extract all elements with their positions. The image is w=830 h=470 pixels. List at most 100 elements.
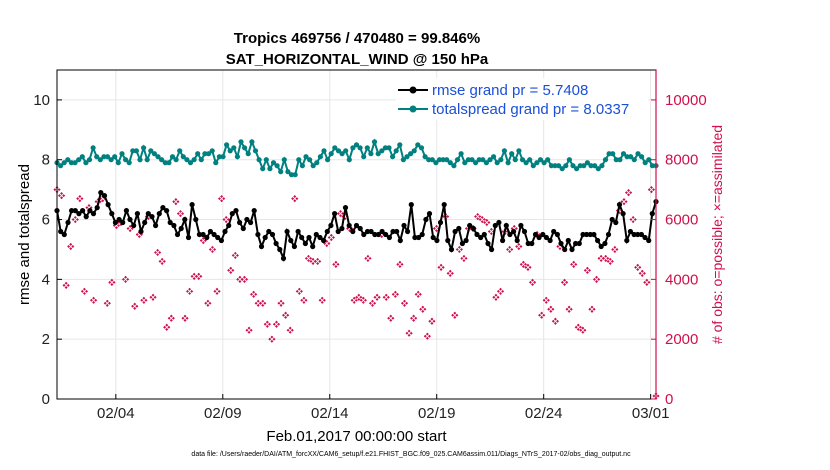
x-axis-label: Feb.01,2017 00:00:00 start: [266, 428, 447, 445]
totalspread-point: [386, 145, 392, 151]
rmse-point: [145, 211, 151, 217]
rmse-point: [573, 240, 579, 247]
obs-assimilated-marker: [260, 300, 266, 306]
rmse-point: [182, 216, 188, 223]
obs-assimilated-marker: [205, 300, 211, 306]
rmse-point: [518, 222, 524, 229]
rmse-point: [313, 231, 319, 238]
obs-assimilated-marker: [241, 276, 247, 282]
rmse-point: [565, 237, 571, 244]
rmse-point: [211, 231, 217, 238]
data-file-footer: data file: /Users/raeder/DAI/ATM_forcXX/…: [191, 451, 631, 458]
totalspread-point: [245, 151, 251, 157]
totalspread-point: [79, 154, 85, 160]
legend-box: [396, 78, 648, 120]
obs-assimilated-marker: [191, 273, 197, 279]
rmse-point: [244, 216, 250, 223]
totalspread-point: [94, 154, 100, 160]
totalspread-point: [202, 151, 208, 157]
rmse-point: [58, 228, 64, 235]
totalspread-point: [123, 157, 129, 163]
rmse-point: [569, 246, 575, 253]
rmse-point: [123, 208, 129, 214]
obs-assimilated-marker: [177, 211, 183, 217]
rmse-point: [258, 243, 265, 250]
y-tick-label: 10: [33, 92, 50, 109]
rmse-point: [291, 243, 297, 250]
totalspread-point: [559, 166, 565, 172]
totalspread-point: [556, 163, 562, 169]
totalspread-point: [480, 157, 486, 163]
totalspread-point: [343, 148, 349, 154]
rmse-point: [605, 231, 612, 238]
rmse-point: [83, 214, 89, 220]
rmse-point: [609, 216, 615, 223]
obs-assimilated-marker: [196, 273, 202, 279]
obs-assimilated-marker: [182, 315, 188, 321]
rmse-point: [598, 243, 604, 250]
totalspread-point: [379, 148, 385, 154]
totalspread-point: [350, 145, 356, 151]
totalspread-point: [292, 172, 298, 178]
x-tick-label: 02/19: [418, 405, 456, 422]
totalspread-point: [415, 142, 421, 148]
obs-assimilated-marker: [539, 312, 545, 318]
totalspread-point: [375, 151, 381, 157]
rmse-point: [299, 234, 305, 241]
rmse-point: [489, 246, 495, 253]
rmse-point: [116, 216, 122, 223]
rmse-point: [500, 237, 506, 244]
totalspread-point: [213, 160, 219, 166]
rmse-point: [412, 234, 418, 241]
totalspread-point: [115, 160, 121, 166]
totalspread-point: [444, 157, 450, 163]
totalspread-point: [617, 157, 623, 163]
totalspread-point: [592, 163, 598, 169]
totalspread-point: [537, 157, 544, 163]
rmse-point: [185, 234, 192, 241]
obs-assimilated-marker: [424, 333, 430, 339]
rmse-point: [416, 234, 422, 241]
rmse-point: [547, 237, 553, 244]
obs-assimilated-marker: [315, 258, 321, 264]
totalspread-point: [76, 157, 82, 163]
obs-assimilated-marker: [411, 315, 417, 321]
obs-assimilated-marker: [589, 306, 595, 312]
totalspread-point: [328, 151, 334, 157]
rmse-point: [595, 237, 601, 244]
totalspread-point: [90, 145, 96, 151]
rmse-point: [138, 228, 144, 235]
rmse-point: [324, 228, 330, 235]
rmse-point: [627, 228, 634, 235]
rmse-point: [156, 211, 162, 217]
rmse-point: [204, 234, 210, 241]
totalspread-point: [454, 157, 461, 163]
obs-assimilated-marker: [456, 246, 462, 252]
rmse-point: [255, 231, 261, 238]
totalspread-point: [642, 160, 648, 166]
totalspread-point: [552, 163, 558, 169]
rmse-point: [76, 211, 82, 217]
rmse-point: [94, 205, 100, 211]
obs-assimilated-marker: [461, 255, 467, 261]
totalspread-point: [588, 163, 594, 169]
obs-assimilated-marker: [644, 279, 650, 285]
obs-assimilated-marker: [68, 243, 74, 249]
rmse-point: [532, 231, 539, 238]
obs-assimilated-marker: [447, 270, 453, 276]
rmse-point: [269, 231, 276, 238]
totalspread-point: [335, 148, 342, 154]
obs-assimilated-marker: [365, 255, 371, 261]
totalspread-point: [159, 157, 165, 163]
rmse-point: [160, 205, 166, 211]
obs-assimilated-marker: [498, 288, 504, 294]
rmse-point: [481, 231, 487, 238]
obs-assimilated-marker: [571, 261, 577, 267]
obs-assimilated-marker: [91, 297, 97, 303]
totalspread-point: [126, 160, 132, 166]
totalspread-point: [97, 157, 103, 163]
rmse-point: [233, 208, 239, 214]
totalspread-point: [570, 163, 576, 169]
totalspread-point: [541, 160, 547, 166]
rmse-point: [467, 222, 473, 229]
